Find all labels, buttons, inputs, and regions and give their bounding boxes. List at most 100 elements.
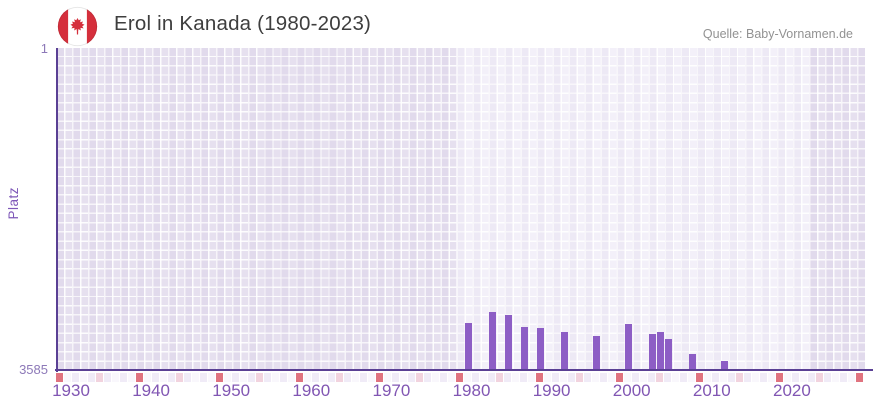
year-tick-cell: [368, 373, 376, 382]
year-tick-cell: [248, 373, 256, 382]
year-tick-cell: [744, 373, 752, 382]
bar-2012[interactable]: [721, 361, 729, 371]
plot-area: [55, 48, 873, 372]
year-tick-cell: [704, 373, 712, 382]
year-tick-cell: [296, 373, 304, 382]
year-tick-cell: [160, 373, 168, 382]
year-tick-cell: [824, 373, 832, 382]
year-tick-cell: [392, 373, 400, 382]
year-tick-cell: [304, 373, 312, 382]
year-tick-strip: [56, 373, 868, 382]
year-tick-cell: [272, 373, 280, 382]
x-axis-label-1970: 1970: [372, 381, 411, 400]
x-axis-label-1960: 1960: [292, 381, 331, 400]
year-tick-cell: [720, 373, 728, 382]
year-tick-cell: [832, 373, 840, 382]
year-tick-cell: [696, 373, 704, 382]
year-tick-cell: [856, 373, 864, 382]
year-tick-cell: [792, 373, 800, 382]
year-tick-cell: [576, 373, 584, 382]
year-tick-cell: [120, 373, 128, 382]
bar-2008[interactable]: [689, 353, 697, 371]
year-tick-cell: [56, 373, 64, 382]
year-tick-cell: [336, 373, 344, 382]
year-tick-cell: [88, 373, 96, 382]
year-tick-cell: [768, 373, 776, 382]
year-tick-cell: [472, 373, 480, 382]
year-tick-cell: [464, 373, 472, 382]
x-axis-line: [55, 369, 873, 371]
year-tick-cell: [544, 373, 552, 382]
year-tick-cell: [112, 373, 120, 382]
year-tick-cell: [152, 373, 160, 382]
bar-1992[interactable]: [561, 331, 569, 371]
bar-2004[interactable]: [657, 331, 665, 371]
x-axis-label-2010: 2010: [692, 381, 731, 400]
bar-1989[interactable]: [537, 327, 545, 371]
year-tick-cell: [536, 373, 544, 382]
year-tick-cell: [360, 373, 368, 382]
year-tick-cell: [784, 373, 792, 382]
year-tick-cell: [208, 373, 216, 382]
year-tick-cell: [264, 373, 272, 382]
year-tick-cell: [776, 373, 784, 382]
year-tick-cell: [616, 373, 624, 382]
year-tick-cell: [528, 373, 536, 382]
y-axis-title: Platz: [6, 187, 21, 220]
x-axis-label-1930: 1930: [52, 381, 90, 400]
bar-1980[interactable]: [465, 322, 472, 371]
bar-2000[interactable]: [625, 323, 633, 371]
chart-title: Erol in Kanada (1980-2023): [114, 12, 372, 35]
source-attribution: Quelle: Baby-Vornamen.de: [702, 27, 853, 41]
grid-lines: [56, 48, 865, 371]
year-tick-cell: [688, 373, 696, 382]
year-tick-cell: [344, 373, 352, 382]
bar-1987[interactable]: [521, 327, 529, 371]
year-tick-cell: [424, 373, 432, 382]
year-tick-cell: [376, 373, 384, 382]
bar-1985[interactable]: [505, 314, 513, 371]
year-tick-cell: [224, 373, 232, 382]
bar-2003[interactable]: [649, 333, 657, 371]
year-tick-cell: [328, 373, 336, 382]
year-tick-cell: [608, 373, 616, 382]
year-tick-cell: [592, 373, 600, 382]
year-tick-cell: [80, 373, 88, 382]
year-tick-cell: [456, 373, 464, 382]
year-tick-cell: [216, 373, 224, 382]
year-tick-cell: [240, 373, 248, 382]
year-tick-cell: [520, 373, 528, 382]
bar-1983[interactable]: [489, 312, 497, 371]
bar-2005[interactable]: [665, 339, 673, 371]
year-tick-cell: [840, 373, 848, 382]
year-tick-cell: [200, 373, 208, 382]
year-tick-cell: [632, 373, 640, 382]
year-tick-cell: [432, 373, 440, 382]
year-tick-cell: [184, 373, 192, 382]
bar-1996[interactable]: [593, 335, 601, 371]
y-axis-label-worst: 3585: [19, 362, 48, 377]
x-axis-labels: 1930 1940 1950 1960 1970 1980 1990 2000 2010 2020: [0, 381, 873, 403]
y-axis-line: [56, 48, 58, 372]
year-tick-cell: [584, 373, 592, 382]
year-tick-cell: [504, 373, 512, 382]
year-tick-cell: [408, 373, 416, 382]
year-tick-cell: [96, 373, 104, 382]
year-tick-cell: [648, 373, 656, 382]
year-tick-cell: [488, 373, 496, 382]
year-tick-cell: [232, 373, 240, 382]
year-tick-cell: [760, 373, 768, 382]
year-tick-cell: [680, 373, 688, 382]
year-tick-cell: [144, 373, 152, 382]
year-tick-cell: [176, 373, 184, 382]
x-axis-label-1940: 1940: [132, 381, 171, 400]
year-tick-cell: [72, 373, 80, 382]
year-tick-cell: [416, 373, 424, 382]
year-tick-cell: [848, 373, 856, 382]
year-tick-cell: [280, 373, 288, 382]
year-tick-cell: [384, 373, 392, 382]
x-axis-label-1950: 1950: [212, 381, 251, 400]
year-tick-cell: [400, 373, 408, 382]
year-tick-cell: [640, 373, 648, 382]
